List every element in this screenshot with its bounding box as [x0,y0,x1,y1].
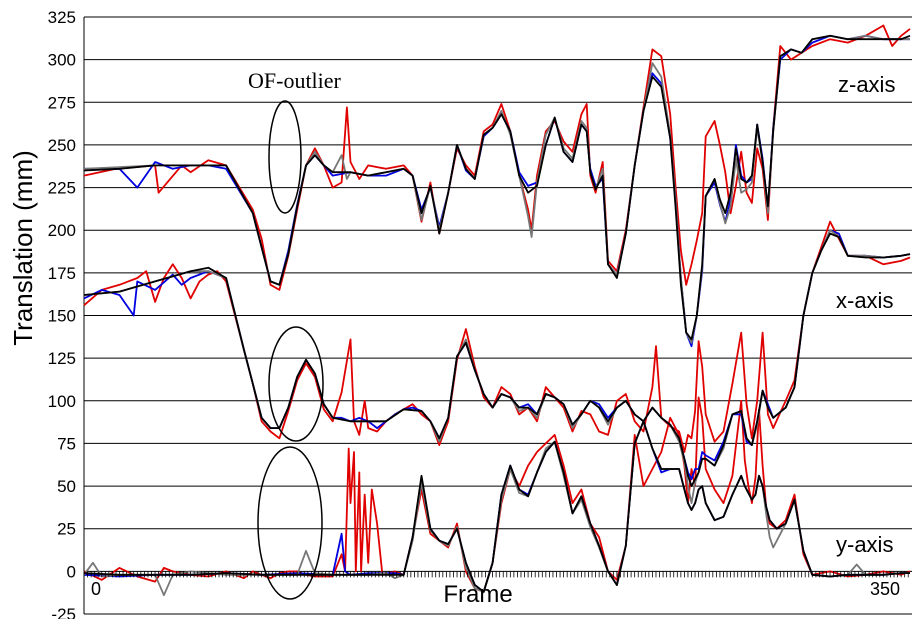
outlier-ellipse-x [268,326,324,442]
outlier-ellipse-z [268,100,302,214]
y-tick-label: 150 [48,307,76,326]
z-axis-label: z-axis [838,72,895,97]
y-tick-label: 175 [48,264,76,283]
y-axis-label: y-axis [836,532,893,557]
x-axis-ticks [83,571,909,578]
y-tick-label: 75 [57,434,76,453]
y-tick-label: 300 [48,51,76,70]
series-line-z [83,34,911,341]
series-lines [83,24,911,597]
y-tick-label: 200 [48,221,76,240]
series-line-z [83,34,910,344]
y-tick-label: 275 [48,93,76,112]
x-tick-label-end: 350 [870,579,900,599]
y-tick-label: -25 [51,605,76,619]
series-line-y [83,420,910,597]
x-tick-label-start: 0 [91,579,101,599]
y-tick-label: 25 [57,520,76,539]
y-tick-label: 50 [57,477,76,496]
y-axis-title: Translation (mm) [8,150,38,346]
series-line-y [83,396,911,593]
series-line-z [83,24,911,291]
x-axis-label: x-axis [836,288,893,313]
y-tick-labels: -25 0 25 50 75 100 125 150 175 200 225 250 275 300 325 [48,8,76,619]
y-tick-label: 125 [48,349,76,368]
series-line-z [84,34,910,348]
series-line-x [83,232,911,488]
outlier-ellipse-y [257,446,323,600]
y-tick-label: 225 [48,179,76,198]
y-tick-label: 100 [48,392,76,411]
x-axis-title: Frame [443,581,512,608]
series-line-x [83,229,911,505]
outlier-annotation: OF-outlier [248,68,342,93]
series-line-y [83,420,910,593]
series-line-y [83,420,910,593]
y-tick-label: 325 [48,8,76,27]
series-line-x [83,220,911,453]
y-tick-label: 0 [67,562,76,581]
y-tick-label: 250 [48,136,76,155]
